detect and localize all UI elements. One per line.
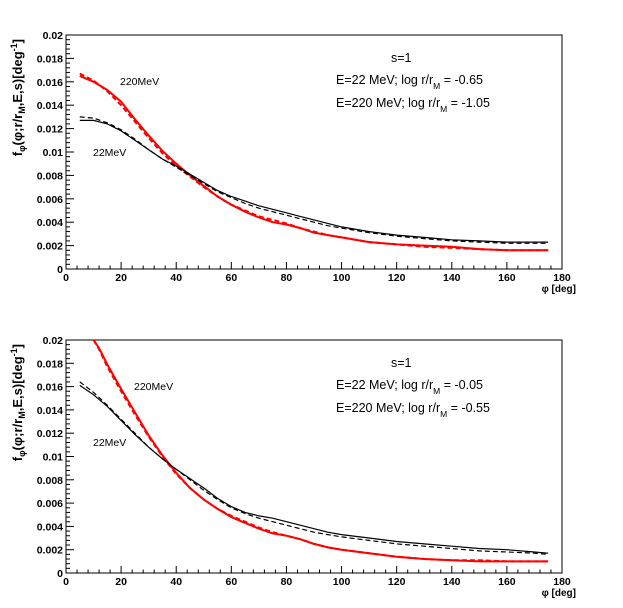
y-axis-title-part: f bbox=[10, 151, 25, 156]
y-tick-label: 0.008 bbox=[37, 170, 63, 182]
y-tick-label: 0 bbox=[57, 568, 63, 580]
y-axis-title-part: -1 bbox=[9, 348, 19, 356]
y-tick-label: 0.014 bbox=[37, 100, 63, 112]
annotation-part: = -1.05 bbox=[447, 96, 490, 110]
y-axis-title: fφ(φ;r/rM,E,s)[deg-1] bbox=[9, 344, 27, 461]
annotation-s: s=1 bbox=[391, 356, 412, 370]
x-axis-title: φ [deg] bbox=[542, 588, 576, 599]
series-line-220mev-fit bbox=[92, 340, 549, 563]
x-tick-label: 120 bbox=[388, 576, 406, 588]
series-line-22mev-fit bbox=[79, 381, 549, 555]
x-tick-label: 180 bbox=[553, 272, 571, 284]
plot-frame bbox=[65, 34, 563, 270]
y-tick-label: 0.02 bbox=[43, 30, 64, 42]
y-tick-label: 0.01 bbox=[43, 147, 64, 159]
annotation-line-2: E=220 MeV; log r/rM = -0.55 bbox=[336, 401, 490, 419]
x-tick-label: 60 bbox=[225, 576, 237, 588]
series-line-220mev-data bbox=[92, 340, 549, 563]
y-axis-title-part: (φ;r/r bbox=[10, 114, 25, 146]
y-axis-title-part: φ bbox=[17, 450, 27, 457]
x-tick-label: 100 bbox=[333, 272, 351, 284]
x-tick-label: 120 bbox=[388, 272, 406, 284]
y-tick-label: 0.018 bbox=[37, 53, 63, 65]
annotation-line-2: E=220 MeV; log r/rM = -1.05 bbox=[336, 96, 490, 114]
chart-panel-bottom: 0 20 40 60 80 100 120 140 160 180 0 0.002 0.004 0.006… bbox=[9, 335, 576, 599]
x-tick-label: 60 bbox=[225, 272, 237, 284]
y-tick-label: 0.012 bbox=[37, 428, 63, 440]
y-tick-label: 0.008 bbox=[37, 475, 63, 487]
series-line-22mev-data bbox=[79, 384, 549, 554]
y-axis-title-part: ] bbox=[10, 344, 25, 348]
y-axis-title-part: -1 bbox=[9, 43, 19, 51]
annotation-part: M bbox=[440, 104, 447, 114]
y-axis-title-part: ,E,s)[deg bbox=[10, 51, 25, 106]
y-tick-label: 0.004 bbox=[37, 521, 63, 533]
y-tick-label: 0.006 bbox=[37, 194, 63, 206]
y-axis-title: fφ(φ;r/rM,E,s)[deg-1] bbox=[9, 39, 27, 156]
y-tick-label: 0.016 bbox=[37, 77, 63, 89]
chart-panel-top: 0 20 40 60 80 100 120 140 160 180 0 0.002 0.004 0.006… bbox=[9, 30, 576, 295]
y-axis-title-part: (φ;r/r bbox=[10, 419, 25, 451]
annotation-part: = -0.55 bbox=[447, 401, 490, 415]
y-axis-title-part: ] bbox=[10, 39, 25, 43]
x-tick-label: 140 bbox=[443, 272, 461, 284]
y-axis-title-part: M bbox=[17, 106, 27, 114]
y-tick-label: 0 bbox=[57, 264, 63, 276]
x-tick-label: 0 bbox=[63, 576, 69, 588]
curve-label-220mev: 220MeV bbox=[134, 381, 173, 393]
y-tick-label: 0.002 bbox=[37, 241, 63, 253]
x-tick-label: 180 bbox=[553, 576, 571, 588]
y-tick-label: 0.01 bbox=[43, 452, 64, 464]
y-tick-label: 0.016 bbox=[37, 382, 63, 394]
curve-label-220mev: 220MeV bbox=[120, 76, 159, 88]
annotation-part: E=22 MeV; log r/r bbox=[336, 378, 433, 392]
plot-frame bbox=[65, 339, 563, 574]
annotation-part: E=220 MeV; log r/r bbox=[336, 96, 440, 110]
annotation-part: = -0.05 bbox=[440, 378, 483, 392]
annotation-part: M bbox=[433, 81, 440, 91]
annotation-line-1: E=22 MeV; log r/rM = -0.05 bbox=[336, 378, 483, 396]
y-tick-label: 0.018 bbox=[37, 358, 63, 370]
series-line-22mev-fit bbox=[79, 116, 549, 244]
curve-label-22mev: 22MeV bbox=[93, 437, 126, 449]
series-group bbox=[79, 72, 549, 252]
y-axis-title-part: f bbox=[10, 456, 25, 461]
annotation-s: s=1 bbox=[391, 51, 412, 65]
x-tick-label: 20 bbox=[115, 272, 127, 284]
y-tick-label: 0.02 bbox=[43, 335, 64, 347]
x-tick-label: 80 bbox=[281, 272, 293, 284]
x-tick-label: 160 bbox=[498, 272, 516, 284]
x-tick-label: 80 bbox=[281, 576, 293, 588]
y-tick-label: 0.006 bbox=[37, 498, 63, 510]
x-tick-label: 100 bbox=[333, 576, 351, 588]
y-axis-title-part: φ bbox=[17, 145, 27, 152]
y-axis-title-part: ,E,s)[deg bbox=[10, 356, 25, 411]
annotation-part: M bbox=[440, 409, 447, 419]
annotation-line-1: E=22 MeV; log r/rM = -0.65 bbox=[336, 73, 483, 91]
x-tick-label: 160 bbox=[498, 576, 516, 588]
series-group bbox=[79, 340, 549, 563]
series-line-22mev-data bbox=[79, 119, 549, 243]
x-axis-title: φ [deg] bbox=[542, 284, 576, 295]
x-tick-label: 0 bbox=[63, 272, 69, 284]
annotation-part: E=22 MeV; log r/r bbox=[336, 73, 433, 87]
y-axis-title-part: M bbox=[17, 411, 27, 419]
annotation-part: M bbox=[433, 386, 440, 396]
x-tick-label: 40 bbox=[170, 576, 182, 588]
curve-label-22mev: 22MeV bbox=[93, 147, 126, 159]
annotation-part: E=220 MeV; log r/r bbox=[336, 401, 440, 415]
y-tick-label: 0.004 bbox=[37, 217, 63, 229]
y-tick-label: 0.012 bbox=[37, 124, 63, 136]
annotation-part: = -0.65 bbox=[440, 73, 483, 87]
x-tick-label: 20 bbox=[115, 576, 127, 588]
y-tick-label: 0.002 bbox=[37, 545, 63, 557]
series-line-220mev-fit bbox=[79, 72, 549, 252]
x-tick-label: 140 bbox=[443, 576, 461, 588]
series-line-220mev-data bbox=[79, 74, 549, 252]
y-tick-label: 0.014 bbox=[37, 405, 63, 417]
x-tick-label: 40 bbox=[170, 272, 182, 284]
